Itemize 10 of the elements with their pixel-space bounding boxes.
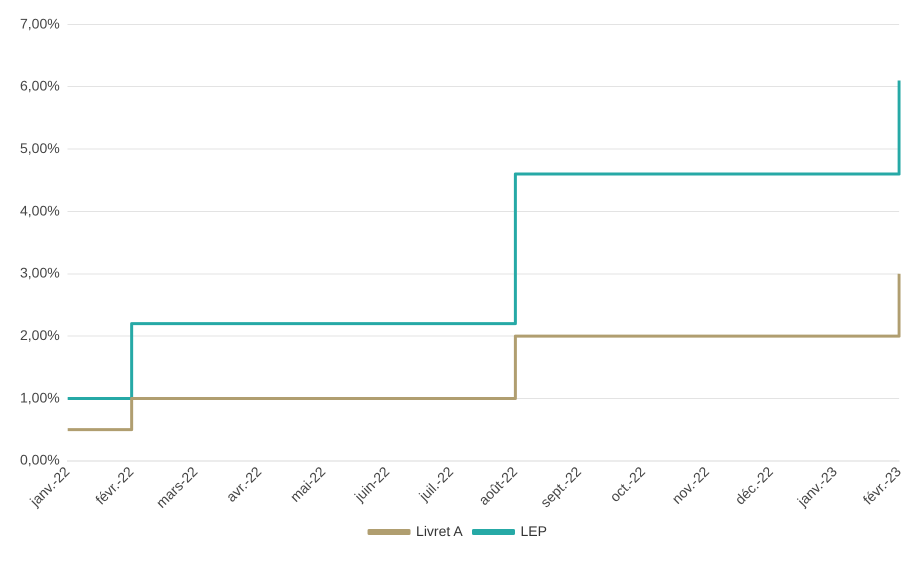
y-tick-label: 4,00% [20,202,60,218]
y-tick-label: 7,00% [20,15,60,32]
y-tick-label: 3,00% [20,264,60,281]
legend-label: Livret A [416,522,464,539]
y-tick-label: 6,00% [20,78,60,94]
y-tick-label: 0,00% [20,452,60,468]
legend-label: LEP [520,522,547,539]
y-tick-label: 5,00% [20,140,60,156]
y-tick-label: 2,00% [20,326,60,343]
y-tick-label: 1,00% [20,389,60,406]
